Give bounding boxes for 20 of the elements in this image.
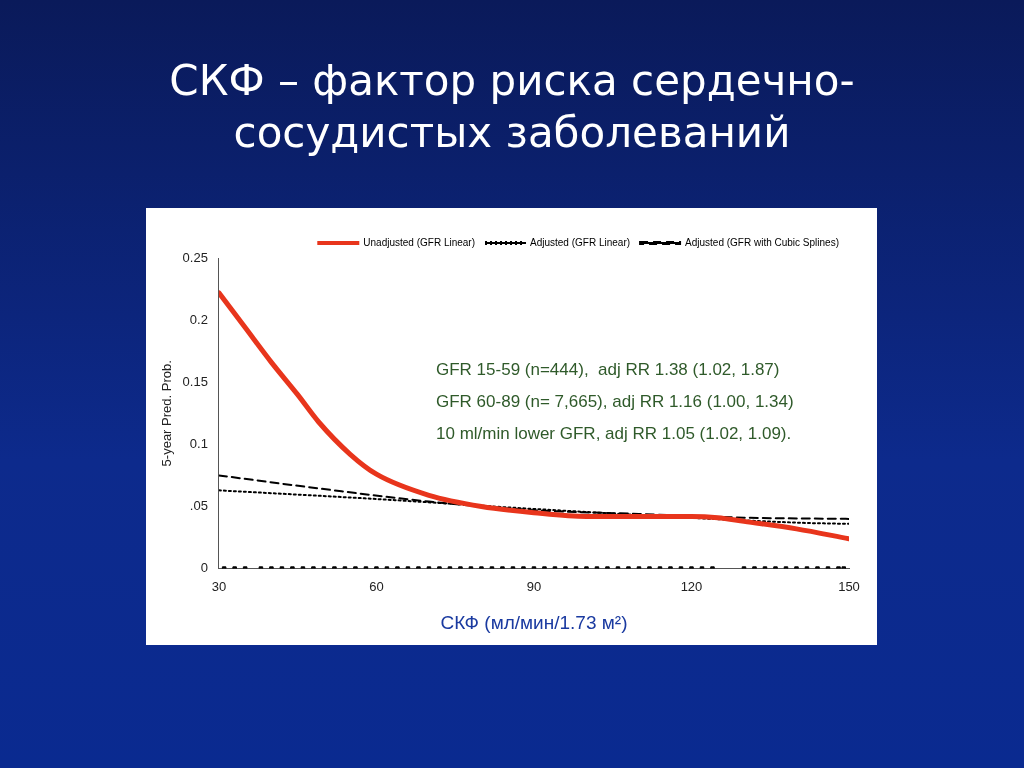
y-tick-label: 0	[200, 560, 208, 576]
y-tick-label: 0.25	[182, 249, 208, 265]
chart-title: СКФ – фактор риска сердечно-сосудистых заболеваний	[168, 55, 856, 159]
x-axis-title: СКФ (мл/мин/1.73 м²)	[440, 611, 628, 633]
x-tick-label: 30	[211, 578, 227, 594]
x-tick-label: 90	[526, 578, 542, 594]
x-tick-label: 60	[369, 578, 384, 594]
y-tick-label: 0.15	[182, 373, 208, 389]
x-tick-label: 120	[680, 578, 703, 594]
y-tick-label: 0.2	[189, 311, 208, 327]
y-tick-label: .05	[189, 498, 208, 514]
annotation: 10 ml/min lower GFR, adj RR 1.05 (1.02, 1.09).	[436, 423, 792, 443]
legend-label: Adjusted (GFR with Cubic Splines)	[685, 236, 840, 248]
x-tick-label: 150	[838, 578, 860, 594]
annotation: GFR 60-89 (n= 7,665), adj RR 1.16 (1.00, 1.34)	[436, 391, 794, 411]
y-axis-title: 5-year Pred. Prob.	[159, 360, 175, 467]
annotation: GFR 15-59 (n=444), adj RR 1.38 (1.02, 1.87)	[436, 359, 780, 379]
legend-label: Unadjusted (GFR Linear)	[363, 236, 476, 248]
legend-label: Adjusted (GFR Linear)	[530, 236, 631, 248]
y-tick-label: 0.1	[189, 435, 208, 451]
